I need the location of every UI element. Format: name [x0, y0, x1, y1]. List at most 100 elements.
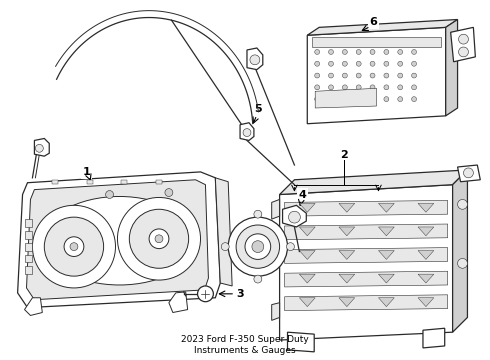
Circle shape — [370, 61, 375, 66]
Circle shape — [398, 61, 403, 66]
Circle shape — [165, 189, 173, 197]
Circle shape — [44, 217, 103, 276]
Circle shape — [384, 61, 389, 66]
Polygon shape — [458, 165, 480, 182]
Polygon shape — [339, 298, 355, 307]
Circle shape — [250, 55, 260, 65]
Circle shape — [315, 97, 319, 102]
Circle shape — [254, 210, 262, 218]
Polygon shape — [307, 19, 458, 35]
Circle shape — [32, 205, 116, 288]
Polygon shape — [215, 178, 232, 286]
Polygon shape — [418, 203, 434, 212]
Circle shape — [287, 243, 294, 251]
Circle shape — [106, 190, 114, 198]
Circle shape — [252, 241, 264, 252]
Polygon shape — [299, 298, 315, 307]
Text: 6: 6 — [369, 17, 377, 27]
Polygon shape — [451, 27, 475, 62]
Circle shape — [356, 85, 361, 90]
Polygon shape — [288, 332, 314, 352]
Circle shape — [315, 85, 319, 90]
Polygon shape — [418, 227, 434, 236]
Circle shape — [412, 61, 416, 66]
Circle shape — [245, 234, 270, 260]
Polygon shape — [339, 203, 355, 212]
Circle shape — [315, 73, 319, 78]
Circle shape — [356, 49, 361, 54]
Circle shape — [370, 85, 375, 90]
Circle shape — [35, 144, 43, 152]
Circle shape — [356, 73, 361, 78]
Circle shape — [398, 97, 403, 102]
Circle shape — [398, 85, 403, 90]
Circle shape — [129, 209, 189, 268]
Polygon shape — [247, 48, 263, 69]
Polygon shape — [378, 274, 394, 283]
Bar — [24, 266, 32, 274]
Polygon shape — [299, 274, 315, 283]
Polygon shape — [339, 227, 355, 236]
Polygon shape — [299, 251, 315, 260]
Polygon shape — [26, 180, 208, 300]
Circle shape — [464, 168, 473, 178]
Polygon shape — [307, 27, 446, 124]
Circle shape — [458, 199, 467, 209]
Bar — [24, 231, 32, 239]
Circle shape — [412, 73, 416, 78]
Circle shape — [412, 49, 416, 54]
Text: 2023 Ford F-350 Super Duty
Instruments & Gauges: 2023 Ford F-350 Super Duty Instruments &… — [181, 335, 309, 355]
Circle shape — [289, 211, 300, 223]
Circle shape — [64, 237, 84, 256]
Text: 4: 4 — [298, 189, 306, 199]
Circle shape — [343, 73, 347, 78]
Circle shape — [384, 85, 389, 90]
Circle shape — [343, 97, 347, 102]
Polygon shape — [339, 274, 355, 283]
Circle shape — [459, 47, 468, 57]
Circle shape — [328, 61, 334, 66]
Circle shape — [70, 243, 78, 251]
Circle shape — [370, 49, 375, 54]
Text: 2: 2 — [340, 150, 348, 160]
Bar — [24, 255, 32, 262]
Circle shape — [197, 286, 213, 302]
Circle shape — [118, 198, 200, 280]
Circle shape — [254, 275, 262, 283]
Polygon shape — [378, 298, 394, 307]
Polygon shape — [271, 303, 280, 320]
Circle shape — [412, 85, 416, 90]
Bar — [156, 180, 162, 184]
Circle shape — [343, 49, 347, 54]
Bar — [312, 37, 441, 47]
Circle shape — [384, 49, 389, 54]
Polygon shape — [283, 205, 306, 227]
Polygon shape — [24, 298, 42, 315]
Polygon shape — [418, 298, 434, 307]
Polygon shape — [315, 88, 376, 108]
Polygon shape — [34, 139, 49, 156]
Circle shape — [315, 61, 319, 66]
Circle shape — [149, 229, 169, 249]
Polygon shape — [418, 251, 434, 260]
Polygon shape — [240, 123, 254, 140]
Polygon shape — [339, 251, 355, 260]
Polygon shape — [285, 271, 448, 287]
Polygon shape — [285, 248, 448, 264]
Polygon shape — [280, 170, 467, 194]
Circle shape — [236, 225, 280, 268]
Circle shape — [412, 97, 416, 102]
Circle shape — [328, 97, 334, 102]
Polygon shape — [378, 203, 394, 212]
Bar — [24, 219, 32, 227]
Circle shape — [459, 34, 468, 44]
Polygon shape — [446, 19, 458, 116]
Polygon shape — [378, 251, 394, 260]
Polygon shape — [280, 185, 453, 340]
Circle shape — [315, 49, 319, 54]
Circle shape — [228, 217, 288, 276]
Bar — [122, 180, 127, 184]
Polygon shape — [299, 203, 315, 212]
Text: 1: 1 — [83, 167, 91, 177]
Polygon shape — [271, 199, 280, 219]
